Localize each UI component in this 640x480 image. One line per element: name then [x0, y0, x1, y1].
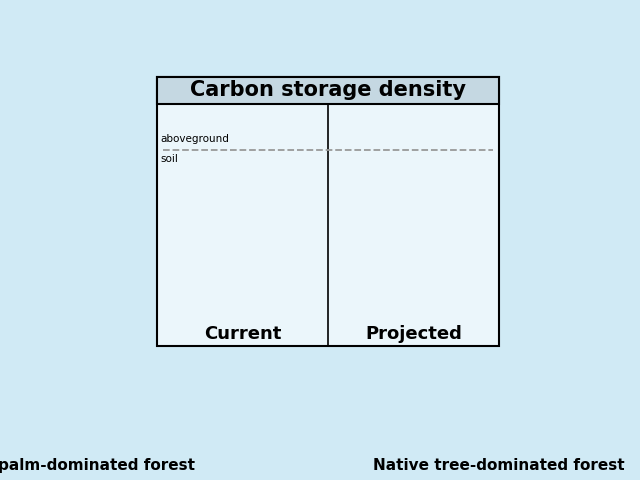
Text: Native tree-dominated forest: Native tree-dominated forest — [373, 458, 625, 473]
Text: 73.3: 73.3 — [248, 225, 285, 240]
Text: 4.3: 4.3 — [254, 139, 278, 153]
Text: Projected: Projected — [365, 324, 462, 343]
Text: 86.7
tonnes/ha: 86.7 tonnes/ha — [422, 204, 492, 231]
Bar — [252, 150, 280, 314]
Text: Carbon storage density: Carbon storage density — [190, 80, 466, 100]
Text: 84: 84 — [380, 213, 401, 228]
Text: aboveground: aboveground — [160, 134, 229, 144]
Text: soil: soil — [160, 154, 178, 164]
Text: Current: Current — [204, 324, 281, 343]
Text: 77.6
tonnes/ha: 77.6 tonnes/ha — [164, 214, 234, 241]
Text: 2.7: 2.7 — [378, 116, 402, 131]
Bar — [376, 120, 404, 126]
Text: palm-dominated forest: palm-dominated forest — [0, 458, 195, 473]
Bar — [376, 126, 404, 314]
Bar — [252, 141, 280, 150]
